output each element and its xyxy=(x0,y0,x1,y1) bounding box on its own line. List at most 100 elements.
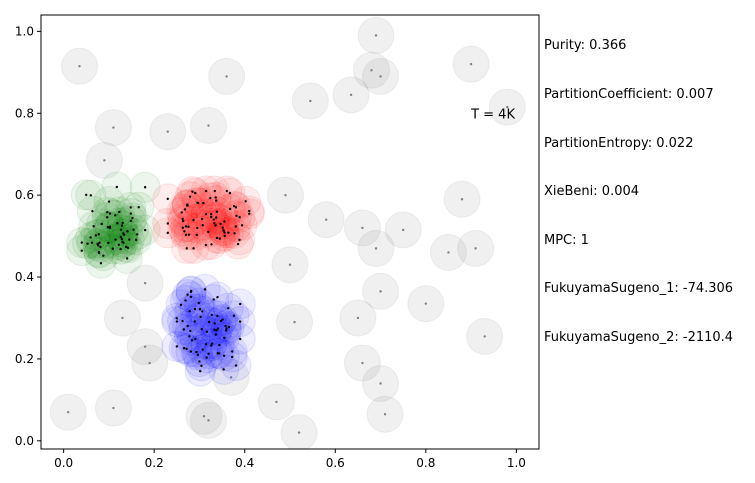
blue-cluster-point xyxy=(205,356,208,359)
blue-cluster-point xyxy=(218,343,221,347)
red-cluster-point xyxy=(204,243,208,247)
noise-point xyxy=(424,302,428,305)
green-cluster-point xyxy=(89,194,93,197)
noise-point xyxy=(78,64,81,68)
green-cluster-point xyxy=(80,249,83,252)
blue-cluster-point xyxy=(182,328,186,331)
green-cluster-point xyxy=(131,216,134,220)
red-cluster-point xyxy=(204,212,208,216)
noise-point xyxy=(112,126,115,129)
noise-point xyxy=(284,193,287,197)
red-cluster-point xyxy=(196,226,199,230)
red-cluster-point xyxy=(213,189,216,193)
y-tick-label: 0.2 xyxy=(15,352,34,366)
green-cluster-point xyxy=(132,228,135,231)
metric-purity: Purity: 0.366 xyxy=(544,38,627,54)
green-cluster-point xyxy=(100,222,103,226)
noise-point xyxy=(288,263,292,266)
y-tick-label: 0.8 xyxy=(15,106,34,120)
blue-cluster-point xyxy=(203,288,207,291)
blue-cluster-point xyxy=(232,314,236,317)
green-cluster-point xyxy=(107,241,110,245)
metric-mpc: MPC: 1 xyxy=(544,232,589,248)
green-cluster-point xyxy=(129,212,133,215)
x-axis: 0.0 0.2 0.4 0.6 0.8 1.0 xyxy=(54,449,526,470)
blue-cluster-point xyxy=(200,327,203,331)
blue-cluster-point xyxy=(212,298,215,301)
noise-point xyxy=(483,335,486,338)
noise-point xyxy=(361,226,364,230)
blue-cluster-point xyxy=(189,350,193,353)
blue-cluster-point xyxy=(216,295,219,299)
plot-marks xyxy=(49,16,526,449)
noise-point xyxy=(374,247,378,250)
green-cluster-point xyxy=(143,186,147,189)
blue-cluster-point xyxy=(239,320,242,323)
red-cluster-point xyxy=(184,225,188,228)
x-tick-label: 0.6 xyxy=(326,456,345,470)
metrics-panel: Purity: 0.366 PartitionCoefficient: 0.00… xyxy=(544,6,733,362)
metric-partition-coefficient: PartitionCoefficient: 0.007 xyxy=(544,87,714,102)
blue-cluster-point xyxy=(224,324,227,328)
blue-cluster-point xyxy=(175,345,179,348)
noise-point xyxy=(370,69,373,72)
blue-cluster-point xyxy=(200,364,203,368)
blue-cluster-point xyxy=(179,303,183,307)
red-cluster-point xyxy=(248,212,251,215)
red-cluster-point xyxy=(214,196,217,199)
red-cluster-point xyxy=(180,211,183,214)
green-cluster-point xyxy=(94,234,97,237)
blue-cluster-point xyxy=(227,325,231,329)
red-cluster-point xyxy=(192,218,195,222)
red-cluster-point xyxy=(233,232,236,235)
green-cluster-point xyxy=(85,193,88,197)
red-cluster-point xyxy=(184,233,188,237)
noise-point xyxy=(293,320,296,324)
temperature-annotation: T = 4K xyxy=(470,107,515,122)
blue-cluster-point xyxy=(239,302,242,306)
red-cluster-point xyxy=(188,195,192,198)
x-tick-label: 1.0 xyxy=(507,456,526,470)
red-cluster-point xyxy=(227,231,230,234)
green-cluster-point xyxy=(118,210,121,214)
green-cluster-point xyxy=(111,247,115,250)
green-cluster-point xyxy=(106,210,109,214)
red-cluster-point xyxy=(181,217,184,221)
noise-point xyxy=(349,93,353,97)
blue-cluster-point xyxy=(210,344,213,347)
blue-cluster-point xyxy=(214,333,218,336)
green-cluster-point xyxy=(120,237,124,241)
red-cluster-point xyxy=(186,203,189,206)
red-cluster-point xyxy=(192,247,195,250)
green-cluster-point xyxy=(120,224,124,227)
blue-cluster-point xyxy=(227,307,230,310)
red-cluster-point xyxy=(201,223,204,227)
red-cluster-point xyxy=(187,225,190,228)
blue-cluster-point xyxy=(211,342,214,345)
blue-cluster-point xyxy=(230,355,234,359)
red-cluster-point xyxy=(218,237,222,240)
green-cluster-point xyxy=(122,241,125,244)
blue-cluster-point xyxy=(189,329,192,333)
green-cluster-point xyxy=(115,185,119,189)
red-cluster-point xyxy=(234,206,238,209)
noise-point xyxy=(383,412,387,416)
red-cluster-point xyxy=(196,201,199,205)
noise-point xyxy=(143,281,147,285)
blue-cluster-point xyxy=(193,307,197,311)
red-cluster-point xyxy=(234,225,237,228)
noise-point xyxy=(361,361,364,365)
red-cluster-point xyxy=(187,233,191,236)
red-cluster-point xyxy=(200,217,204,221)
red-cluster-point xyxy=(195,233,199,237)
noise-point xyxy=(297,431,301,434)
green-cluster-point xyxy=(98,241,101,244)
blue-cluster-point xyxy=(175,320,179,323)
blue-cluster-point xyxy=(207,352,210,355)
green-cluster-point xyxy=(96,242,99,246)
green-cluster-point xyxy=(128,238,131,241)
blue-cluster-point xyxy=(201,348,204,351)
noise-point xyxy=(460,198,464,201)
blue-cluster-point xyxy=(231,350,234,353)
blue-cluster-point xyxy=(198,360,201,363)
